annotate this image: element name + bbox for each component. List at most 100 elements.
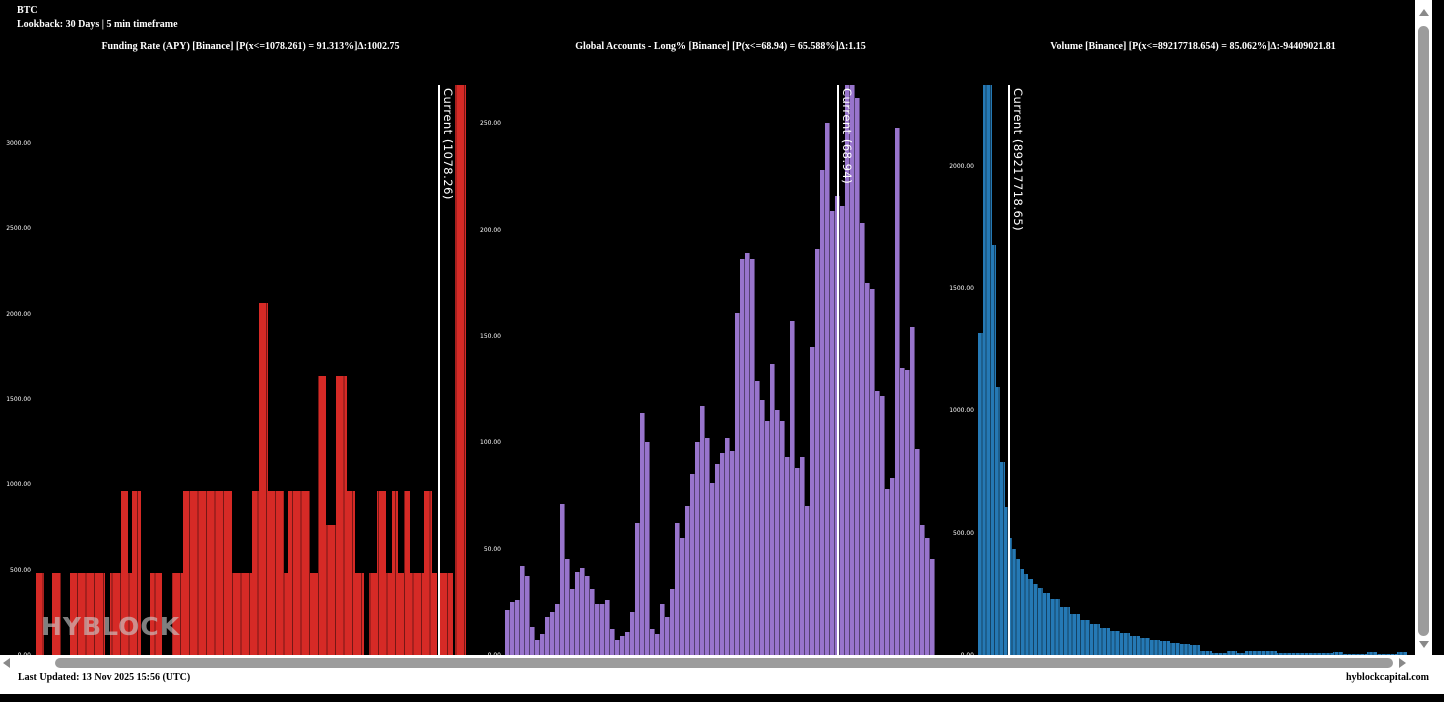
histogram-bar <box>1028 579 1033 655</box>
histogram-bar <box>900 367 905 655</box>
y-axis-tick-label: 500.00 <box>953 529 974 537</box>
current-marker-line-global-accounts <box>837 85 839 655</box>
histogram-bar <box>705 438 710 655</box>
y-axis-tick-label: 50.00 <box>483 545 501 553</box>
histogram-bar <box>600 603 605 655</box>
y-axis-tick-label: 200.00 <box>480 226 501 234</box>
histogram-bar <box>386 573 392 655</box>
histogram-bar <box>630 612 635 655</box>
histogram-bar <box>1120 633 1130 655</box>
footer-bar: Last Updated: 13 Nov 2025 15:56 (UTC) hy… <box>0 655 1444 694</box>
histogram-bar <box>740 259 745 655</box>
vertical-scrollbar-thumb[interactable] <box>1418 26 1429 636</box>
histogram-bar <box>121 491 128 655</box>
histogram-bar <box>1009 537 1012 655</box>
histogram-bar <box>1180 644 1190 655</box>
histogram-bar <box>288 491 310 655</box>
histogram-bar <box>635 523 640 655</box>
histogram-bar <box>840 206 845 655</box>
scroll-right-arrow-icon[interactable] <box>1399 658 1406 668</box>
histogram-bar <box>983 85 992 655</box>
histogram-bar <box>1033 584 1038 655</box>
site-link[interactable]: hyblockcapital.com <box>1345 672 1429 683</box>
histogram-bar <box>640 412 645 655</box>
histogram-bar <box>424 491 432 655</box>
current-marker-label-funding-rate: Current (1078.26) <box>441 88 455 200</box>
histogram-bar <box>775 410 780 655</box>
histogram-bar <box>865 282 870 655</box>
histogram-bar <box>690 474 695 655</box>
scroll-up-arrow-icon[interactable] <box>1419 9 1429 16</box>
current-marker-line-volume <box>1008 85 1010 655</box>
y-axis-tick-label: 2000.00 <box>949 162 974 170</box>
y-axis-tick-label: 1000.00 <box>6 481 31 489</box>
histogram-bar <box>1377 653 1397 655</box>
histogram-bar <box>132 491 141 655</box>
horizontal-scrollbar[interactable] <box>0 656 1412 669</box>
histogram-bar <box>615 640 620 655</box>
histogram-bar <box>310 573 318 655</box>
histogram-bar <box>790 321 795 655</box>
histogram-bar <box>555 603 560 655</box>
histogram-bar <box>1200 651 1212 655</box>
y-axis-tick-label: 250.00 <box>480 120 501 128</box>
histogram-bar <box>398 573 404 655</box>
histogram-bar <box>410 573 424 655</box>
y-axis-tick-label: 1500.00 <box>6 396 31 404</box>
histogram-bar <box>890 478 895 655</box>
histogram-bar <box>845 85 850 655</box>
histogram-bar <box>347 491 355 655</box>
histogram-bar <box>1100 627 1110 655</box>
histogram-bar <box>1170 642 1180 655</box>
histogram-bar <box>665 616 670 655</box>
bin-divider-lines <box>35 85 466 655</box>
histogram-bar <box>510 601 515 655</box>
histogram-bar <box>820 170 825 655</box>
histogram-bar <box>620 635 625 655</box>
vertical-scrollbar[interactable] <box>1415 0 1432 656</box>
histogram-bar <box>1333 651 1343 655</box>
funding-rate-histogram: 0.00500.001000.001500.002000.002500.0030… <box>6 85 466 659</box>
current-marker-label-global-accounts: Current (68.94) <box>840 88 854 185</box>
histogram-bar <box>860 223 865 655</box>
histogram-bar <box>785 457 790 655</box>
histogram-bar <box>695 442 700 655</box>
scroll-left-arrow-icon[interactable] <box>3 658 10 668</box>
histogram-bar <box>1000 461 1005 655</box>
histogram-bar <box>825 123 830 655</box>
histogram-bar <box>765 421 770 655</box>
histogram-bar <box>680 538 685 655</box>
histogram-bar <box>850 85 855 655</box>
histogram-bar <box>885 489 890 655</box>
symbol-label: BTC <box>17 5 38 16</box>
histogram-bar <box>1024 574 1028 655</box>
histogram-bar <box>670 589 675 655</box>
histogram-bar <box>870 289 875 655</box>
histogram-bar <box>815 248 820 655</box>
histogram-bar <box>810 346 815 655</box>
histogram-bar <box>545 616 550 655</box>
horizontal-scrollbar-thumb[interactable] <box>55 658 1393 668</box>
y-axis-tick-label: 2000.00 <box>6 310 31 318</box>
scroll-down-arrow-icon[interactable] <box>1419 641 1429 648</box>
histogram-bar <box>1060 607 1070 655</box>
histogram-bar <box>369 573 377 655</box>
histogram-bar <box>1110 630 1120 655</box>
histogram-bar <box>725 438 730 655</box>
histogram-bar <box>404 491 410 655</box>
histogram-bar <box>355 573 364 655</box>
histogram-bar <box>830 210 835 655</box>
histogram-bar <box>655 633 660 655</box>
histogram-bar <box>1020 568 1024 655</box>
hyblock-watermark: HYBLOCK <box>41 612 181 641</box>
y-axis-tick-label: 2500.00 <box>6 225 31 233</box>
histogram-bar <box>455 85 466 655</box>
histogram-bar <box>268 491 284 655</box>
histogram-bar <box>730 450 735 655</box>
chart-title-funding-rate: Funding Rate (APY) [Binance] [P(x<=1078.… <box>101 41 400 52</box>
y-axis-tick-label: 150.00 <box>480 332 501 340</box>
histogram-bar <box>540 633 545 655</box>
histogram-bar <box>915 448 920 655</box>
histogram-bar <box>575 572 580 655</box>
